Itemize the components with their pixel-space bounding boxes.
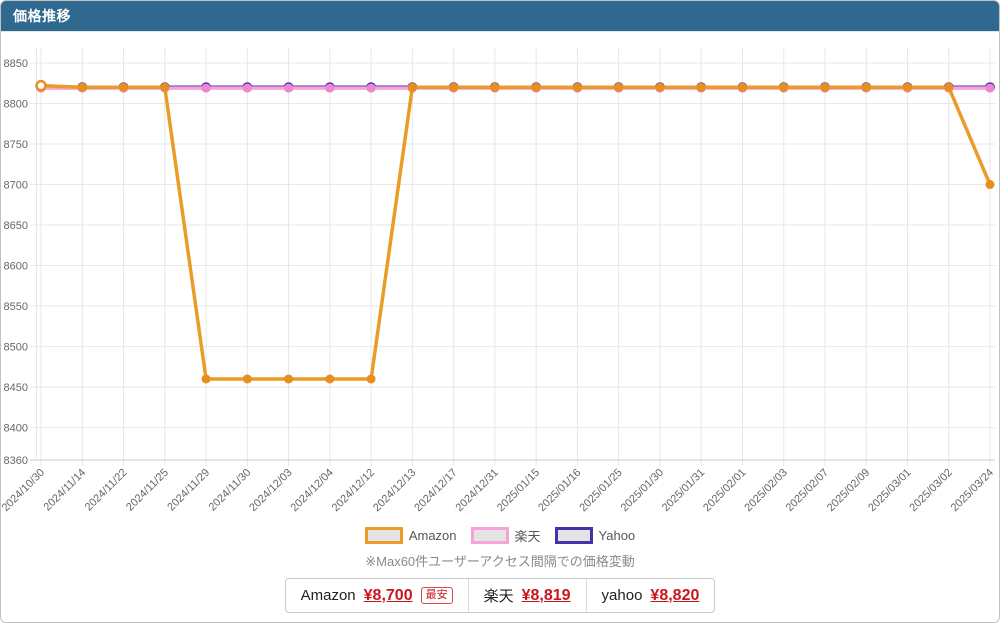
x-tick-label: 2024/11/30 <box>207 467 254 514</box>
panel-title: 価格推移 <box>13 8 71 24</box>
y-tick-label: 8750 <box>4 139 28 151</box>
x-tick-label: 2024/12/12 <box>330 467 377 514</box>
x-tick-label: 2024/10/30 <box>1 467 47 514</box>
rakuten-point[interactable] <box>284 83 294 93</box>
amazon-point[interactable] <box>820 82 830 92</box>
x-tick-label: 2025/03/02 <box>907 467 954 514</box>
x-tick-label: 2025/01/16 <box>536 467 583 514</box>
chart-note: ※Max60件ユーザーアクセス間隔での価格変動 <box>365 554 635 569</box>
y-tick-label: 8500 <box>4 342 28 354</box>
y-tick-label: 8550 <box>4 301 28 313</box>
x-tick-label: 2025/03/01 <box>866 467 913 514</box>
legend-label: Yahoo <box>598 527 636 543</box>
legend-label: 楽天 <box>514 528 541 544</box>
chart-legend: Amazon 楽天 Yahoo <box>1 524 999 546</box>
amazon-point[interactable] <box>77 82 87 92</box>
price-link[interactable]: ¥8,700 <box>363 586 413 604</box>
legend-item[interactable]: 楽天 <box>470 526 541 545</box>
x-tick-label: 2025/02/09 <box>825 467 872 514</box>
amazon-point[interactable] <box>325 374 335 384</box>
store-name: yahoo <box>601 587 643 604</box>
x-tick-label: 2025/02/07 <box>784 467 831 514</box>
amazon-point[interactable] <box>985 180 995 190</box>
amazon-point[interactable] <box>35 79 47 92</box>
amazon-point[interactable] <box>944 82 954 92</box>
x-tick-label: 2024/12/03 <box>247 467 294 514</box>
x-tick-label: 2025/01/31 <box>660 467 707 514</box>
legend-item[interactable]: Amazon <box>364 526 457 544</box>
amazon-point[interactable] <box>119 82 129 92</box>
amazon-point[interactable] <box>284 374 294 384</box>
x-tick-label: 2025/01/25 <box>577 467 624 514</box>
amazon-point[interactable] <box>861 82 871 92</box>
price-bar-item: Amazon ¥8,700 最安 <box>286 579 468 612</box>
amazon-point[interactable] <box>407 82 417 92</box>
y-tick-label: 8400 <box>4 423 28 435</box>
x-tick-label: 2024/11/22 <box>83 467 130 514</box>
legend-label: Amazon <box>408 527 457 543</box>
y-tick-label: 8800 <box>4 99 28 111</box>
amazon-point[interactable] <box>490 82 500 92</box>
amazon-point[interactable] <box>696 82 706 92</box>
legend-color-box <box>554 526 593 544</box>
y-tick-label: 8600 <box>4 261 28 273</box>
rakuten-point[interactable] <box>325 83 335 93</box>
panel-header: 価格推移 <box>1 1 999 32</box>
y-tick-label: 8360 <box>4 455 28 467</box>
x-tick-label: 2025/01/30 <box>619 467 666 514</box>
x-tick-label: 2025/02/03 <box>742 467 789 514</box>
y-tick-label: 8700 <box>4 180 28 192</box>
amazon-point[interactable] <box>614 82 624 92</box>
y-tick-label: 8850 <box>4 58 28 70</box>
price-link[interactable]: ¥8,819 <box>521 586 571 604</box>
price-chart: 8850 8800 8750 8700 8650 8600 8550 8500 8450 8400… <box>1 32 999 524</box>
legend-item[interactable]: Yahoo <box>554 526 636 544</box>
amazon-line <box>40 83 992 381</box>
x-tick-label: 2024/12/17 <box>412 467 459 514</box>
price-bar-row: Amazon ¥8,700 最安 楽天 ¥8,819 yahoo ¥8,820 <box>1 578 999 613</box>
price-link[interactable]: ¥8,820 <box>650 586 700 604</box>
x-tick-label: 2024/12/13 <box>371 467 418 514</box>
store-name: Amazon <box>300 587 356 604</box>
x-tick-label: 2024/12/31 <box>454 467 501 514</box>
amazon-point[interactable] <box>449 82 459 92</box>
x-tick-label: 2025/01/15 <box>495 467 542 514</box>
x-tick-label: 2024/11/25 <box>124 467 171 514</box>
y-tick-label: 8450 <box>4 382 28 394</box>
amazon-point[interactable] <box>737 82 747 92</box>
x-tick-label: 2024/11/29 <box>165 467 212 514</box>
store-name: 楽天 <box>483 588 514 605</box>
x-tick-label: 2025/03/24 <box>949 467 996 514</box>
rakuten-point[interactable] <box>201 83 211 93</box>
y-tick-label: 8650 <box>4 220 28 232</box>
price-bar-item: 楽天 ¥8,819 <box>467 579 586 612</box>
amazon-point[interactable] <box>366 374 376 384</box>
lowest-price-badge: 最安 <box>420 587 453 604</box>
price-history-chart: 8850 8800 8750 8700 8650 8600 8550 8500 8450 8400… <box>1 48 996 514</box>
amazon-point[interactable] <box>572 82 582 92</box>
amazon-point[interactable] <box>160 82 170 92</box>
legend-color-box <box>364 526 403 544</box>
rakuten-point[interactable] <box>242 83 252 93</box>
amazon-point[interactable] <box>655 82 665 92</box>
price-bar: Amazon ¥8,700 最安 楽天 ¥8,819 yahoo ¥8,820 <box>284 578 716 613</box>
amazon-point[interactable] <box>242 374 252 384</box>
price-bar-item: yahoo ¥8,820 <box>585 579 715 612</box>
rakuten-point[interactable] <box>985 83 995 93</box>
amazon-point[interactable] <box>779 82 789 92</box>
amazon-point[interactable] <box>902 82 912 92</box>
x-tick-label: 2024/12/04 <box>289 467 336 514</box>
rakuten-point[interactable] <box>366 83 376 93</box>
x-tick-label: 2025/02/01 <box>701 467 748 514</box>
legend-color-box <box>470 526 509 544</box>
amazon-point[interactable] <box>201 374 211 384</box>
x-tick-label: 2024/11/14 <box>42 467 89 514</box>
amazon-point[interactable] <box>531 82 541 92</box>
